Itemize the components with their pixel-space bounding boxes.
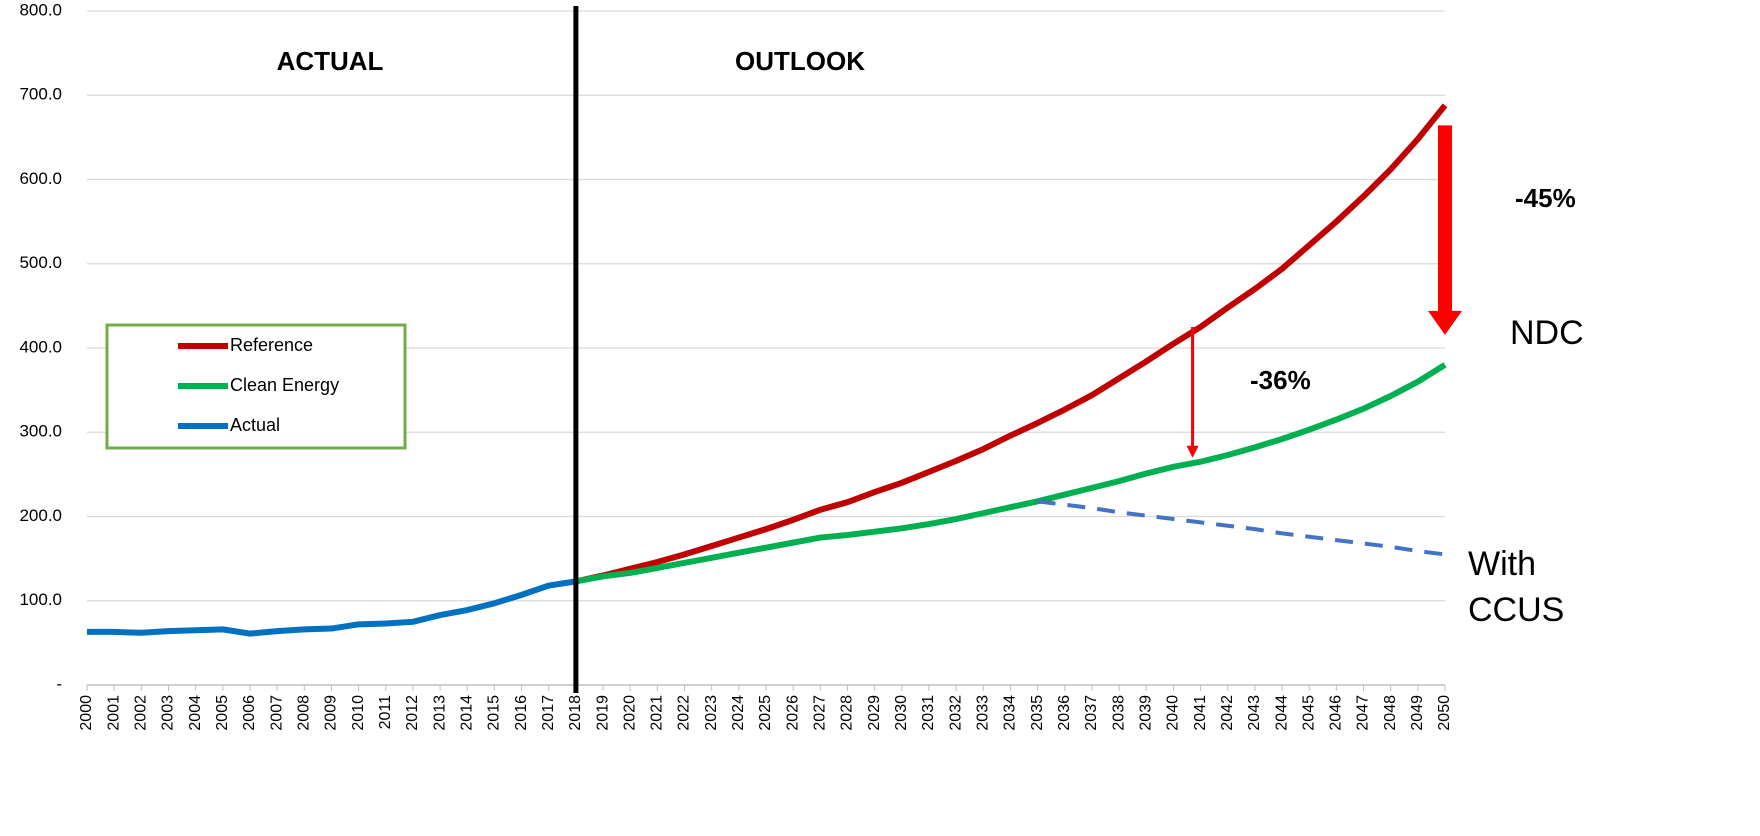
x-tick-label: 2031 <box>920 695 937 731</box>
x-tick-label: 2041 <box>1192 695 1209 731</box>
x-tick-label: 2040 <box>1165 695 1182 731</box>
x-tick-label: 2024 <box>730 695 747 731</box>
x-tick-label: 2038 <box>1110 695 1127 731</box>
x-tick-label: 2050 <box>1436 695 1453 731</box>
reduction-arrow <box>1186 326 1199 458</box>
x-tick-label: 2001 <box>105 695 122 731</box>
series-line <box>575 362 1447 585</box>
x-tick-label: 2025 <box>757 695 774 731</box>
x-tick-label: 2022 <box>676 695 693 731</box>
arrow-label: -36% <box>1250 365 1311 395</box>
x-tick-label: 2045 <box>1300 695 1317 731</box>
series-line <box>575 103 1448 585</box>
x-tick-label: 2005 <box>214 695 231 731</box>
series-line <box>87 578 577 637</box>
x-tick-label: 2033 <box>974 695 991 731</box>
y-tick-label: 800.0 <box>19 0 62 19</box>
x-tick-label: 2012 <box>404 695 421 731</box>
reduction-arrow <box>1428 125 1462 335</box>
annotation: ACTUAL <box>277 46 384 76</box>
y-tick-label: 600.0 <box>19 169 62 188</box>
x-tick-label: 2026 <box>784 695 801 731</box>
x-tick-label: 2011 <box>377 695 394 730</box>
x-tick-label: 2021 <box>649 695 666 731</box>
x-tick-label: 2010 <box>350 695 367 731</box>
x-tick-label: 2004 <box>187 695 204 731</box>
x-tick-label: 2016 <box>513 695 530 731</box>
x-tick-label: 2007 <box>268 695 285 731</box>
x-tick-label: 2044 <box>1273 695 1290 731</box>
annotation: OUTLOOK <box>735 46 865 76</box>
x-tick-label: 2034 <box>1002 695 1019 731</box>
x-tick-label: 2047 <box>1355 695 1372 731</box>
annotation: NDC <box>1510 314 1584 352</box>
x-tick-label: 2003 <box>160 695 177 731</box>
ccus-label: With CCUS <box>1468 545 1565 629</box>
x-tick-label: 2049 <box>1409 695 1426 731</box>
x-tick-label: 2020 <box>621 695 638 731</box>
arrow-label: -45% <box>1515 183 1576 213</box>
x-tick-label: 2043 <box>1246 695 1263 731</box>
y-tick-label: 100.0 <box>19 590 62 609</box>
x-tick-label: 2015 <box>486 695 503 731</box>
y-tick-label: 300.0 <box>19 422 62 441</box>
x-tick-label: 2030 <box>893 695 910 731</box>
x-tick-label: 2039 <box>1137 695 1154 731</box>
x-tick-label: 2028 <box>839 695 856 731</box>
x-tick-label: 2018 <box>567 695 584 731</box>
legend-box <box>105 323 407 450</box>
y-tick-label: - <box>56 674 62 693</box>
y-tick-label: 200.0 <box>19 506 62 525</box>
x-tick-label: 2014 <box>458 695 475 731</box>
y-tick-label: 400.0 <box>19 337 62 356</box>
series-line <box>1037 499 1446 557</box>
x-tick-label: 2019 <box>594 695 611 731</box>
legend-label: Reference <box>230 335 313 355</box>
legend-label: Clean Energy <box>230 375 339 395</box>
x-tick-label: 2042 <box>1219 695 1236 731</box>
x-tick-label: 2000 <box>78 695 95 731</box>
x-tick-label: 2006 <box>241 695 258 731</box>
x-tick-label: 2029 <box>866 695 883 731</box>
x-tick-label: 2035 <box>1029 695 1046 731</box>
x-tick-label: 2023 <box>703 695 720 731</box>
x-tick-label: 2017 <box>540 695 557 731</box>
y-tick-label: 500.0 <box>19 253 62 272</box>
x-tick-label: 2032 <box>947 695 964 731</box>
x-tick-label: 2027 <box>812 695 829 731</box>
legend-label: Actual <box>230 415 280 435</box>
x-tick-label: 2037 <box>1083 695 1100 731</box>
x-tick-label: 2046 <box>1328 695 1345 731</box>
x-tick-label: 2048 <box>1382 695 1399 731</box>
x-tick-label: 2013 <box>431 695 448 731</box>
x-tick-label: 2002 <box>133 695 150 731</box>
x-tick-label: 2008 <box>295 695 312 731</box>
y-tick-label: 700.0 <box>19 85 62 104</box>
x-tick-label: 2009 <box>323 695 340 731</box>
x-tick-label: 2036 <box>1056 695 1073 731</box>
